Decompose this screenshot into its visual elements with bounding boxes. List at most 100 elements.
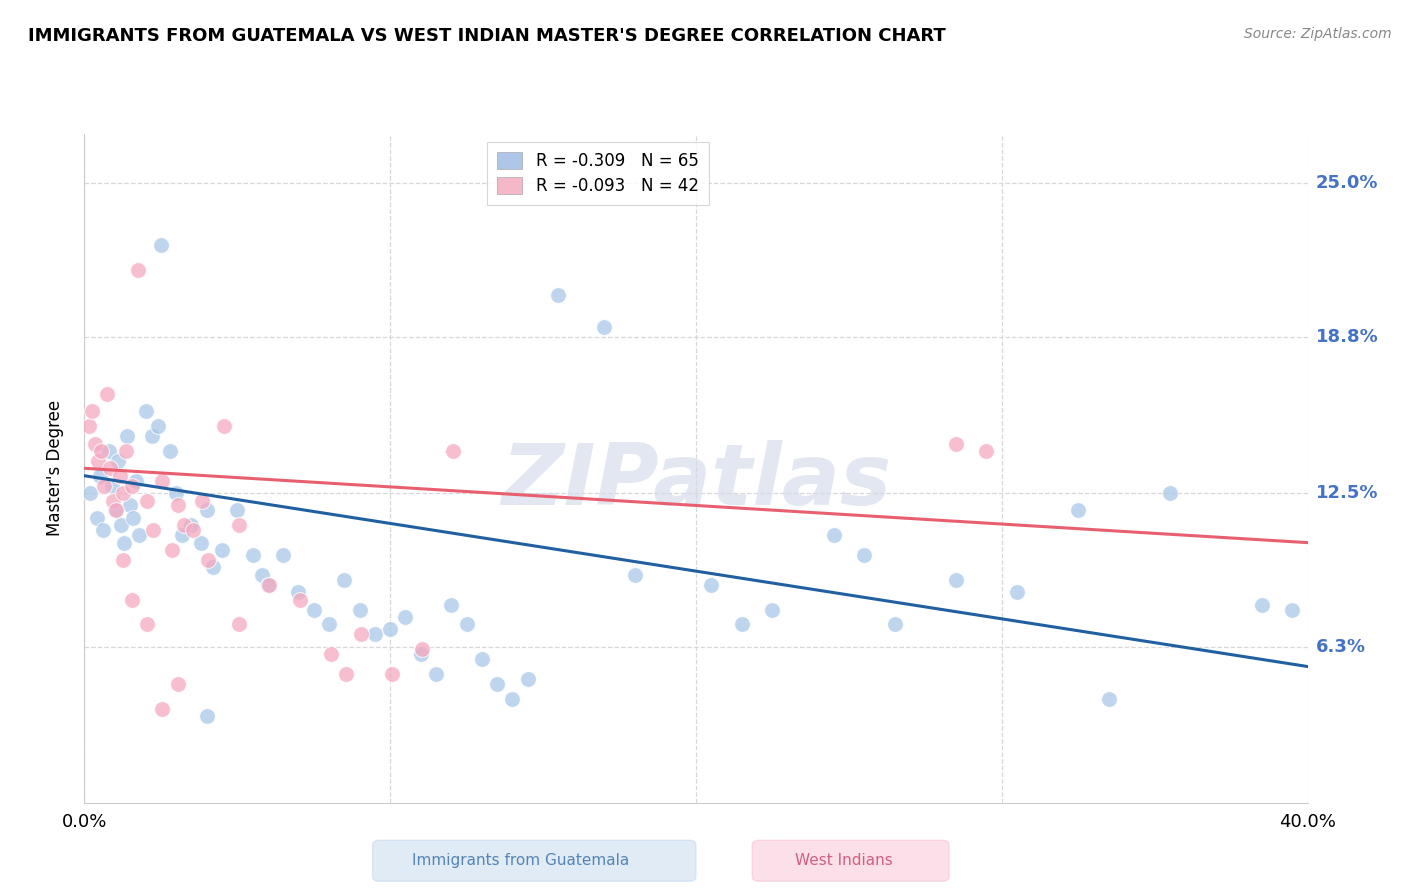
Point [319,647,342,661]
Point [197,553,219,567]
Point [191,493,214,508]
Y-axis label: Master's Degree: Master's Degree [45,401,63,536]
Point [159,444,181,458]
Point [228,518,250,533]
Text: ZIPatlas: ZIPatlas [501,440,891,524]
Point [111,553,134,567]
Point [257,578,280,592]
Point [624,567,647,582]
Point [165,486,187,500]
Point [335,667,357,681]
Point [731,617,754,632]
Point [501,691,523,706]
Point [108,468,131,483]
Point [172,528,194,542]
Point [853,548,876,562]
Point [89,468,111,483]
Point [349,602,371,616]
Point [271,548,294,562]
Point [142,523,165,537]
Point [195,503,218,517]
Point [114,444,136,458]
Point [87,454,110,468]
Point [90,444,112,458]
Point [976,444,998,458]
Point [146,419,169,434]
Point [380,623,402,637]
Point [250,567,273,582]
Point [242,548,264,562]
Point [149,238,172,252]
Point [103,493,125,508]
Point [127,263,149,277]
Point [190,535,212,549]
Point [318,617,340,632]
Point [135,404,157,418]
Point [136,617,159,632]
Point [96,387,118,401]
Point [471,652,494,666]
Point [86,511,108,525]
Point [128,528,150,542]
Point [201,560,224,574]
Point [98,461,121,475]
Point [288,592,311,607]
Text: Source: ZipAtlas.com: Source: ZipAtlas.com [1244,27,1392,41]
Point [80,404,103,418]
Text: 18.8%: 18.8% [1316,328,1379,346]
Point [115,429,138,443]
Point [456,617,478,632]
Point [97,444,120,458]
Point [516,672,538,686]
Point [547,288,569,302]
Point [287,585,309,599]
Point [394,610,416,624]
Point [1098,691,1121,706]
Point [226,503,249,517]
Point [195,709,218,723]
Point [761,602,783,616]
Point [211,543,233,558]
Point [91,523,114,537]
Point [77,419,100,434]
Point [945,573,967,587]
Point [112,535,135,549]
Point [411,642,433,657]
Text: 12.5%: 12.5% [1316,484,1378,502]
Point [350,627,373,641]
Point [1250,598,1272,612]
Point [593,320,616,334]
Point [700,578,723,592]
Legend: R = -0.309   N = 65, R = -0.093   N = 42: R = -0.309 N = 65, R = -0.093 N = 42 [488,142,709,205]
Point [105,503,128,517]
Point [107,454,129,468]
Point [425,667,447,681]
Point [1159,486,1181,500]
Point [333,573,356,587]
Point [181,523,204,537]
Point [173,518,195,533]
Text: Immigrants from Guatemala: Immigrants from Guatemala [412,854,628,868]
Point [160,543,183,558]
Point [136,493,159,508]
Point [93,478,115,492]
Point [141,429,163,443]
Point [104,503,127,517]
Point [212,419,235,434]
Point [150,701,173,715]
Point [166,677,188,691]
Point [302,602,325,616]
Point [122,511,145,525]
Text: 6.3%: 6.3% [1316,638,1365,656]
Point [259,578,281,592]
Point [409,647,432,661]
Point [79,486,101,500]
Point [110,518,132,533]
Point [1005,585,1028,599]
Point [111,486,134,500]
Point [364,627,387,641]
Text: West Indians: West Indians [794,854,893,868]
Point [121,478,143,492]
Text: IMMIGRANTS FROM GUATEMALA VS WEST INDIAN MASTER'S DEGREE CORRELATION CHART: IMMIGRANTS FROM GUATEMALA VS WEST INDIAN… [28,27,946,45]
Point [823,528,845,542]
